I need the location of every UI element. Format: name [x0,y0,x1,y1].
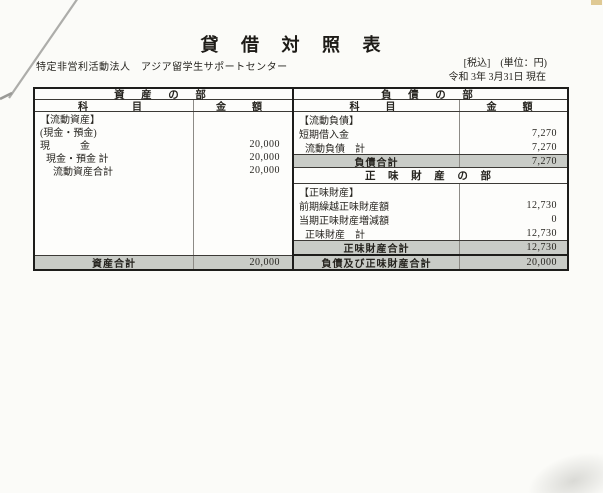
liabilities-section: 負 債 の 部 科 目 金 額 【流動負債】 短期借入金 7,270 流動負債 … [294,89,567,270]
liabilities-column-header: 科 目 金 額 [294,100,567,113]
page-title: 貸 借 対 照 表 [200,35,390,55]
amount-value: 12,730 [459,226,567,240]
table-row: (現金・預金) [35,125,292,139]
table-row: 現金・預金 計 20,000 [35,151,292,165]
report-date: 令和 3年 3月31日 現在 [448,72,547,83]
amount-value: 20,000 [193,164,292,177]
account-label: 現 金 [40,141,90,152]
assets-total-row: 資産合計 20,000 [35,255,292,270]
grand-total-label: 負債及び正味財産合計 [321,259,432,270]
liabilities-amount-column-header: 金 額 [459,100,567,113]
amount-value: 0 [459,212,567,226]
assets-section-header: 資 産 の 部 [35,89,292,101]
tax-unit-note: [税込] (単位：円) [463,58,547,69]
table-row: 流動資産合計 20,000 [35,164,292,178]
balance-sheet-table: 資 産 の 部 科 目 金 額 【流動資産】 (現金・預金) 現 金 20,00… [33,87,569,271]
table-row: 現 金 20,000 [35,138,292,152]
liabilities-section-header: 負 債 の 部 [294,89,567,101]
table-row: 【正味財産】 [294,184,567,199]
net-assets-section-header: 正 味 財 産 の 部 [294,168,567,184]
account-label: 【流動資産】 [40,115,100,126]
account-label: 正味財産 計 [305,229,365,241]
liabilities-total-label: 負債合計 [354,157,399,169]
amount-value: 20,000 [193,151,292,164]
account-label: 流動負債 計 [305,143,365,155]
table-row: 当期正味財産増減額 0 [294,212,567,227]
table-row: 正味財産 計 12,730 [294,226,567,241]
assets-total-label: 資産合計 [92,259,136,270]
amount-value [193,112,292,125]
assets-total-amount: 20,000 [193,256,292,269]
organization-name: 特定非営利活動法人 アジア留学生サポートセンター [36,62,288,73]
amount-value: 7,270 [459,126,567,140]
assets-column-header: 科 目 金 額 [35,100,292,113]
assets-account-column-header: 科 目 [78,102,150,113]
amount-value [459,112,567,126]
amount-value [193,125,292,138]
grand-total-amount: 20,000 [459,256,567,269]
table-row: 【流動資産】 [35,112,292,126]
account-label: (現金・預金) [40,128,97,139]
liabilities-and-net-assets-grand-total-row: 負債及び正味財産合計 20,000 [294,254,567,270]
scan-smudge [520,441,603,493]
amount-value: 7,270 [459,140,567,154]
amount-value: 12,730 [459,198,567,212]
amount-value [459,184,567,198]
account-label: 前期繰越正味財産額 [299,201,389,213]
net-assets-total-label: 正味財産合計 [343,244,410,255]
liabilities-total-row: 負債合計 7,270 [294,154,567,169]
account-label: 現金・預金 計 [46,154,109,165]
account-label: 当期正味財産増減額 [299,215,389,227]
table-row: 【流動負債】 [294,112,567,127]
liabilities-total-amount: 7,270 [459,155,567,167]
account-label: 【正味財産】 [299,187,359,199]
account-label: 短期借入金 [299,129,349,141]
assets-empty-space [35,177,292,255]
table-row: 短期借入金 7,270 [294,126,567,141]
table-row: 前期繰越正味財産額 12,730 [294,198,567,213]
assets-amount-column-header: 金 額 [193,100,292,113]
net-assets-total-amount: 12,730 [459,241,567,254]
table-row: 流動負債 計 7,270 [294,140,567,155]
scan-corner-mark [591,0,602,5]
assets-section: 資 産 の 部 科 目 金 額 【流動資産】 (現金・預金) 現 金 20,00… [35,89,294,270]
liabilities-account-column-header: 科 目 [349,102,404,113]
net-assets-total-row: 正味財産合計 12,730 [294,240,567,255]
account-label: 流動資産合計 [53,167,113,178]
account-label: 【流動負債】 [299,115,359,127]
amount-value: 20,000 [193,138,292,151]
